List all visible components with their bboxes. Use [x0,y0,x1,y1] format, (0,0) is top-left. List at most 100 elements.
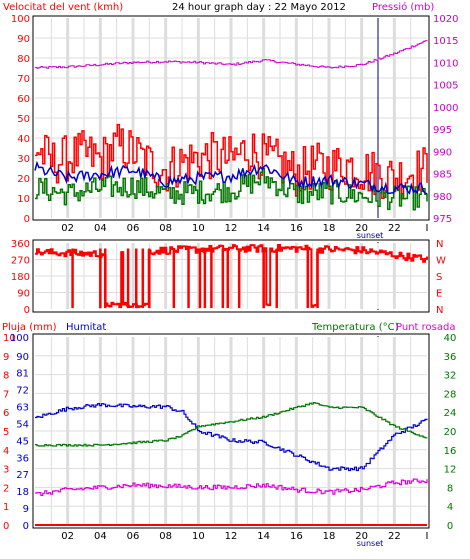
top-left-tick-label: 60 [17,94,30,105]
bot-sunset-label: sunset [357,539,384,548]
top-right-tick-label: 995 [433,125,452,136]
rain-tick-label: 3 [3,465,9,476]
bot-hour-label: 20 [355,531,368,542]
temperature-tick-label: 8 [447,483,453,494]
mid-right-tick-label: E [436,289,442,300]
top-right-tick-label: 1000 [433,103,458,114]
top-right-tick-label: 1005 [433,81,458,92]
wind-green-line [35,167,428,211]
temperature-line [35,402,428,447]
humidity-tick-label: 36 [16,453,29,464]
pressure-title: Pressió (mb) [372,1,434,13]
rain-tick-label: 1 [3,502,9,513]
top-left-tick-label: 50 [17,114,30,125]
bot-hour-label: I [426,531,429,542]
bot-hour-label: 16 [290,531,303,542]
rain-title: Pluja (mm) [2,322,57,333]
humidity-tick-label: 45 [16,436,29,447]
humidity-tick-label: 9 [23,504,29,515]
humidity-tick-label: 100 [10,333,29,344]
temperature-title: Temperatura (°C) [311,322,399,333]
top-hour-label: 04 [94,223,107,234]
bot-hour-label: 22 [388,531,401,542]
bot-hour-label: 06 [127,531,140,542]
top-left-tick-label: 0 [24,214,30,225]
humidity-tick-label: 90 [16,352,29,363]
top-right-tick-label: 990 [433,147,452,158]
rain-tick-label: 8 [3,371,9,382]
humidity-tick-label: 54 [16,419,29,430]
chart-title: 24 hour graph day : 22 Mayo 2012 [172,2,346,13]
series-layer [34,40,428,526]
top-hour-label: 12 [225,223,238,234]
top-left-tick-label: 70 [17,74,30,85]
top-hour-label: 06 [127,223,140,234]
top-left-tick-label: 30 [17,154,30,165]
bot-hour-label: 08 [159,531,172,542]
bot-hour-label: 12 [225,531,238,542]
top-hour-label: 08 [159,223,172,234]
temperature-tick-label: 24 [444,408,457,419]
rain-tick-label: 10 [3,333,16,344]
temperature-tick-label: 28 [444,389,457,400]
temperature-tick-label: 12 [444,465,457,476]
temperature-tick-label: 32 [444,371,457,382]
bot-hour-label: 10 [192,531,205,542]
temperature-tick-label: 20 [444,427,457,438]
top-hour-label: 02 [61,223,74,234]
humidity-line [35,403,428,472]
top-right-tick-label: 1020 [433,14,458,25]
mid-right-tick-label: W [436,256,446,267]
top-hour-label: 14 [257,223,270,234]
pressure-line [35,40,428,69]
humidity-tick-label: 0 [23,521,29,532]
axis-layer: 0102030405060708090100975980985990995100… [3,14,458,548]
rain-tick-label: 6 [3,408,9,419]
top-right-tick-label: 985 [433,170,452,181]
top-left-tick-label: 80 [17,54,30,65]
rain-tick-label: 0 [3,521,9,532]
wind-avg-line [34,160,428,195]
top-sunset-label: sunset [357,231,384,240]
humidity-title: Humitat [66,322,106,333]
rain-tick-label: 5 [3,427,9,438]
dewpoint-line [35,478,428,496]
top-left-tick-label: 100 [11,14,30,25]
top-left-tick-label: 20 [17,174,30,185]
rain-tick-label: 7 [3,389,9,400]
top-left-tick-label: 90 [17,34,30,45]
top-hour-label: I [426,223,429,234]
top-right-tick-label: 975 [433,214,452,225]
top-hour-label: 20 [355,223,368,234]
mid-left-tick-label: 270 [11,256,30,267]
top-right-tick-label: 980 [433,192,452,203]
wind-gust-line [35,123,428,200]
dewpoint-title: Punt rosada [396,322,455,333]
mid-left-tick-label: 180 [11,272,30,283]
humidity-tick-label: 81 [16,369,29,380]
mid-left-tick-label: 0 [24,305,30,316]
mid-right-tick-label: S [436,272,442,283]
wind-title: Velocitat del vent (kmh) [3,2,123,13]
bot-hour-label: 14 [257,531,270,542]
mid-left-tick-label: 360 [11,239,30,250]
temperature-tick-label: 16 [444,446,457,457]
top-hour-label: 10 [192,223,205,234]
mid-right-tick-label: N [436,305,443,316]
humidity-tick-label: 27 [16,470,29,481]
temperature-tick-label: 40 [444,333,457,344]
top-hour-label: 16 [290,223,303,234]
bot-hour-label: 02 [61,531,74,542]
top-left-tick-label: 10 [17,194,30,205]
bot-hour-label: 04 [94,531,107,542]
top-hour-label: 18 [323,223,336,234]
humidity-tick-label: 63 [16,403,29,414]
top-hour-label: 22 [388,223,401,234]
top-right-tick-label: 1010 [433,58,458,69]
mid-left-tick-label: 90 [17,289,30,300]
rain-tick-label: 9 [3,352,9,363]
temperature-tick-label: 0 [447,521,453,532]
bot-hour-label: 18 [323,531,336,542]
rain-tick-label: 2 [3,483,9,494]
